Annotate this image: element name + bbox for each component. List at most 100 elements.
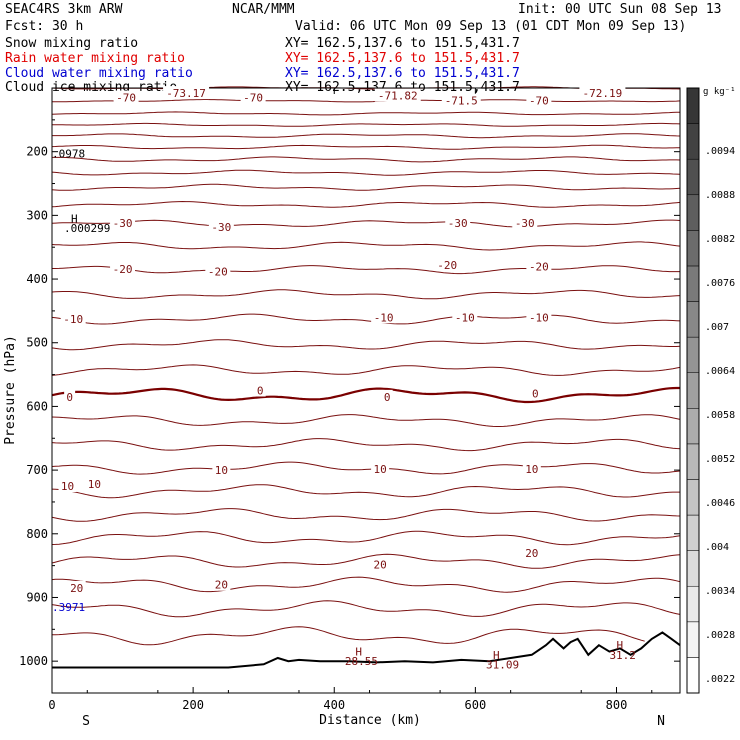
y-tick-label: 700: [26, 463, 48, 477]
isotherm-line: [51, 508, 681, 522]
isotherm-line: [51, 289, 681, 300]
contour-label-bg: [526, 310, 552, 324]
colorbar-tick-label: .0046: [705, 498, 735, 509]
isotherm-line: [52, 156, 681, 163]
terrain-line: [52, 631, 681, 669]
contour-label: -20: [529, 260, 549, 273]
contour-label-bg: [205, 264, 231, 278]
colorbar-swatch: [686, 621, 700, 658]
isotherm-lines: [51, 86, 681, 645]
contour-label: 10: [525, 463, 538, 476]
contour-label: 20: [373, 558, 386, 571]
isotherm-line: [51, 200, 681, 208]
contour-label-bg: [445, 216, 471, 230]
contour-label: -30: [448, 217, 468, 230]
contour-label: 10: [88, 478, 101, 491]
contour-label: -71.5: [445, 95, 478, 108]
contour-label-bg: [512, 216, 538, 230]
high-marker: H: [355, 646, 362, 659]
contour-label: -20: [208, 265, 228, 278]
colorbar-swatch: [686, 87, 700, 124]
init-time: Init: 00 UTC Sun 08 Sep 13: [518, 2, 722, 17]
y-tick-label: 500: [26, 336, 48, 350]
colorbar-swatch: [686, 408, 700, 445]
extremum-label: .3971: [52, 601, 85, 614]
contour-label-bg: [452, 310, 478, 324]
contour-label: -30: [211, 221, 231, 234]
colorbar-swatch: [686, 158, 700, 196]
contour-label: -10: [529, 311, 549, 324]
colorbar-tick-label: .0088: [705, 190, 735, 201]
contour-label: -72.19: [583, 87, 623, 100]
contour-label: -10: [374, 311, 394, 324]
contour-label-bg: [374, 88, 421, 102]
legend-rain-label: Rain water mixing ratio: [5, 51, 186, 66]
x-axis-label: Distance (km): [319, 713, 421, 728]
colorbar-tick-label: .004: [705, 542, 729, 553]
contour-label-bg: [441, 93, 481, 107]
high-marker: H: [493, 649, 500, 662]
contour-label-bg: [381, 389, 393, 403]
isotherm-line: [51, 339, 681, 351]
contour-label-bg: [371, 461, 390, 475]
x-tick-label: 400: [323, 698, 345, 712]
contour-label: -20: [437, 259, 457, 272]
contour-label: 20: [215, 579, 228, 592]
contour-label-bg: [58, 479, 77, 493]
contour-label-bg: [60, 312, 86, 326]
isotherm-line: [51, 364, 681, 376]
legend-cloud-water-label: Cloud water mixing ratio: [5, 66, 193, 81]
extremum-label: .000299: [64, 222, 110, 235]
contour-label: -30: [515, 217, 535, 230]
colorbar-tick-label: .0022: [705, 674, 735, 685]
contour-label-bg: [110, 261, 136, 275]
contour-label: 10: [215, 464, 228, 477]
contour-label-bg: [254, 383, 266, 397]
contour-label: -70: [529, 95, 549, 108]
isotherm-line: [51, 414, 681, 427]
contour-label: -71.82: [378, 90, 418, 103]
terrain: [52, 631, 681, 669]
isotherm-line: [52, 99, 681, 103]
isotherm-line: [51, 600, 681, 618]
colorbar-swatch: [686, 194, 700, 231]
legend-cloud-water-xy: XY= 162.5,137.6 to 151.5,431.7: [285, 66, 520, 81]
colorbar-swatch: [686, 585, 700, 623]
contour-label-bg: [434, 258, 460, 272]
endpoint-north: N: [657, 714, 665, 729]
contour-label: -30: [113, 217, 133, 230]
contour-label: 10: [61, 480, 74, 493]
extremum-label: 31.09: [486, 658, 519, 671]
colorbar-swatch: [686, 372, 700, 409]
contour-label: -10: [63, 313, 83, 326]
isotherm-line: [51, 553, 681, 569]
x-tick-label: 600: [465, 698, 487, 712]
contour-label: 20: [525, 547, 538, 560]
high-marker: H: [616, 639, 623, 652]
contour-label-bg: [522, 545, 541, 559]
isotherm-line: [52, 122, 681, 127]
colorbar-unit: g kg⁻¹: [703, 87, 736, 97]
x-tick-label: 200: [182, 698, 204, 712]
y-tick-label: 400: [26, 272, 48, 286]
legend-rain-xy: XY= 162.5,137.6 to 151.5,431.7: [285, 51, 520, 66]
extremum-label: 31.2: [609, 649, 636, 662]
isotherm-line: [51, 386, 680, 404]
contour-label: 10: [373, 463, 386, 476]
colorbar-swatch: [686, 514, 700, 551]
y-axis-label: Pressure (hPa): [3, 335, 18, 445]
y-tick-label: 200: [26, 145, 48, 159]
colorbar-swatch: [686, 336, 700, 373]
colorbar-tick-label: .0058: [705, 410, 735, 421]
forecast-hour: Fcst: 30 h: [5, 19, 84, 34]
colorbar-tick-label: .0076: [705, 278, 735, 289]
contour-label-bg: [526, 93, 552, 107]
y-tick-label: 600: [26, 399, 48, 413]
isotherm-line: [51, 576, 681, 593]
contour-label-bg: [212, 577, 231, 591]
y-tick-label: 900: [26, 590, 48, 604]
legend-snow-xy: XY= 162.5,137.6 to 151.5,431.7: [285, 36, 520, 51]
contour-label: -73.17: [166, 87, 206, 100]
x-tick-label: 800: [606, 698, 628, 712]
